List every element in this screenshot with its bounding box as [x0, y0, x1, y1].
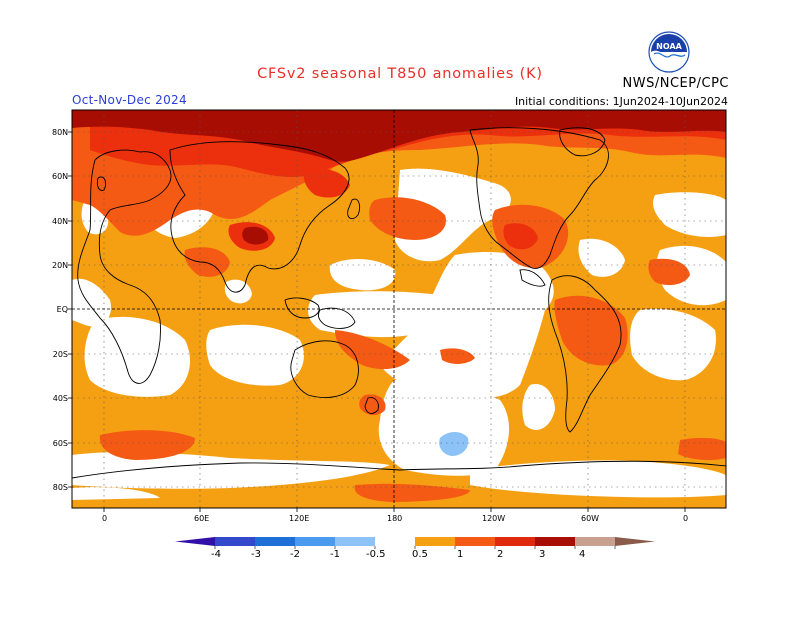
- colorbar-swatch: [415, 537, 455, 546]
- colorbar-label: 2: [497, 549, 504, 560]
- lat-label-80n: 80N: [52, 128, 69, 137]
- lon-label-0-east: 0: [683, 514, 689, 523]
- tick-marks: [68, 131, 686, 512]
- lat-label-60n: 60N: [52, 172, 69, 181]
- lon-label-0: 0: [102, 514, 108, 523]
- colorbar-swatch: [215, 537, 255, 546]
- colorbar-swatch: [295, 537, 335, 546]
- lat-label-80s: 80S: [52, 483, 68, 492]
- colorbar-label: -3: [251, 549, 261, 560]
- colorbar-label: -0.5: [366, 549, 386, 560]
- colorbar-swatch: [335, 537, 375, 546]
- lon-label-60e: 60E: [194, 514, 210, 523]
- colorbar-arrow-high: [615, 537, 655, 546]
- colorbar-swatch: [495, 537, 535, 546]
- lon-label-60w: 60W: [581, 514, 600, 523]
- colorbar-label: -1: [330, 549, 340, 560]
- colorbar-swatch: [375, 537, 415, 546]
- lon-label-120w: 120W: [482, 514, 506, 523]
- colorbar-label: -4: [211, 549, 221, 560]
- lat-label-60s: 60S: [52, 439, 68, 448]
- colorbar-label: 0.5: [412, 549, 428, 560]
- colorbar-label: -2: [290, 549, 300, 560]
- noaa-logo-icon: NOAA: [648, 31, 690, 73]
- chart-title: CFSv2 seasonal T850 anomalies (K): [257, 66, 543, 82]
- logo-text: NOAA: [656, 42, 682, 51]
- lat-label-20n: 20N: [52, 261, 69, 270]
- colorbar-swatch: [455, 537, 495, 546]
- lat-label-20s: 20S: [52, 350, 68, 359]
- cool-anomaly: [439, 432, 469, 456]
- lon-label-180: 180: [387, 514, 403, 523]
- lat-label-eq: EQ: [56, 305, 68, 314]
- lat-label-40s: 40S: [52, 394, 68, 403]
- colorbar-swatch: [575, 537, 615, 546]
- colorbar-label: 4: [579, 549, 586, 560]
- initial-conditions-label: Initial conditions: 1Jun2024-10Jun2024: [514, 95, 728, 108]
- lat-label-40n: 40N: [52, 217, 69, 226]
- season-label: Oct-Nov-Dec 2024: [72, 93, 187, 107]
- colorbar-label: 3: [539, 549, 546, 560]
- lon-label-120e: 120E: [289, 514, 310, 523]
- colorbar-label: 1: [457, 549, 464, 560]
- colorbar-swatch: [255, 537, 295, 546]
- anomaly-field-3: [72, 110, 726, 245]
- agency-label: NWS/NCEP/CPC: [622, 76, 729, 91]
- colorbar-arrow-low: [175, 537, 215, 546]
- colorbar-swatch: [535, 537, 575, 546]
